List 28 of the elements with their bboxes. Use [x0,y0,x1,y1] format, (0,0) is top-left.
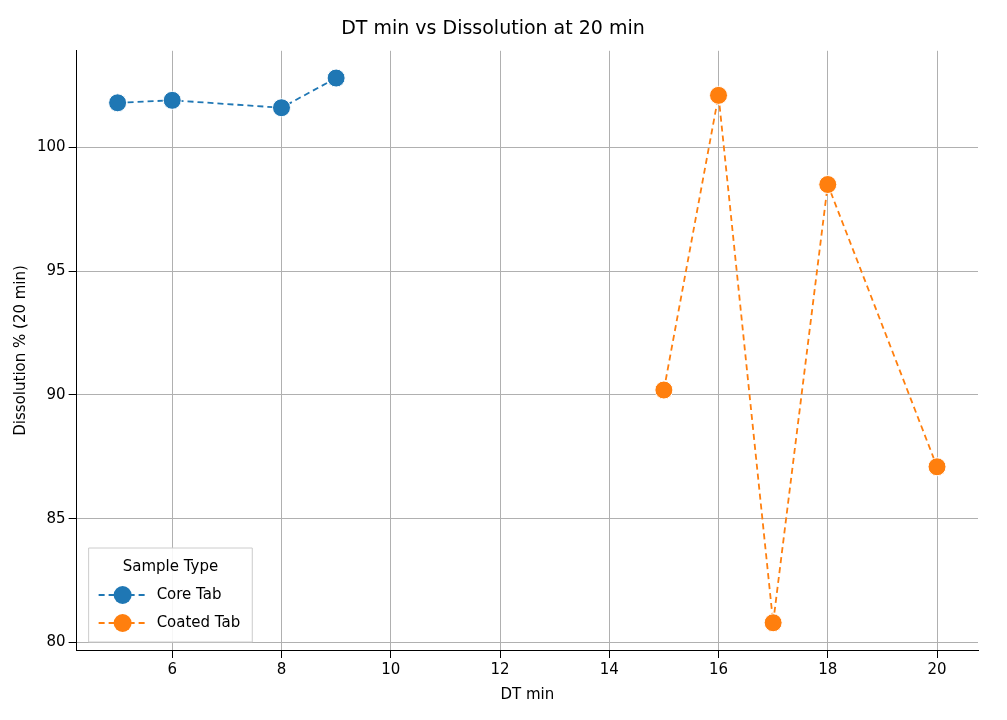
x-axis-title: DT min [500,684,555,703]
point [108,93,128,113]
y-tick-label: 85 [46,508,66,527]
y-tick-label: 100 [36,137,66,156]
point [709,85,729,105]
point [654,380,674,400]
x-tick-label: 16 [708,659,729,678]
x-tick-label: 14 [599,659,619,678]
point [271,98,291,118]
x-tick-label: 6 [167,659,177,678]
point [162,90,182,110]
legend-label: Core Tab [156,584,222,603]
legend-title: Sample Type [122,556,219,575]
point [326,68,346,88]
x-tick-label: 18 [818,659,838,678]
y-tick-label: 80 [46,632,66,651]
point [927,457,947,477]
chart-title: DT min vs Dissolution at 20 min [341,16,645,39]
x-tick-label: 12 [490,659,510,678]
y-axis-title: Dissolution % (20 min) [10,265,29,436]
x-tick-label: 20 [927,659,947,678]
legend-label: Coated Tab [156,612,241,631]
y-tick-label: 90 [46,384,66,403]
point [818,175,838,195]
point [763,613,783,633]
x-tick-label: 8 [276,659,287,678]
x-tick-label: 10 [381,659,401,678]
y-tick-label: 95 [46,261,66,280]
